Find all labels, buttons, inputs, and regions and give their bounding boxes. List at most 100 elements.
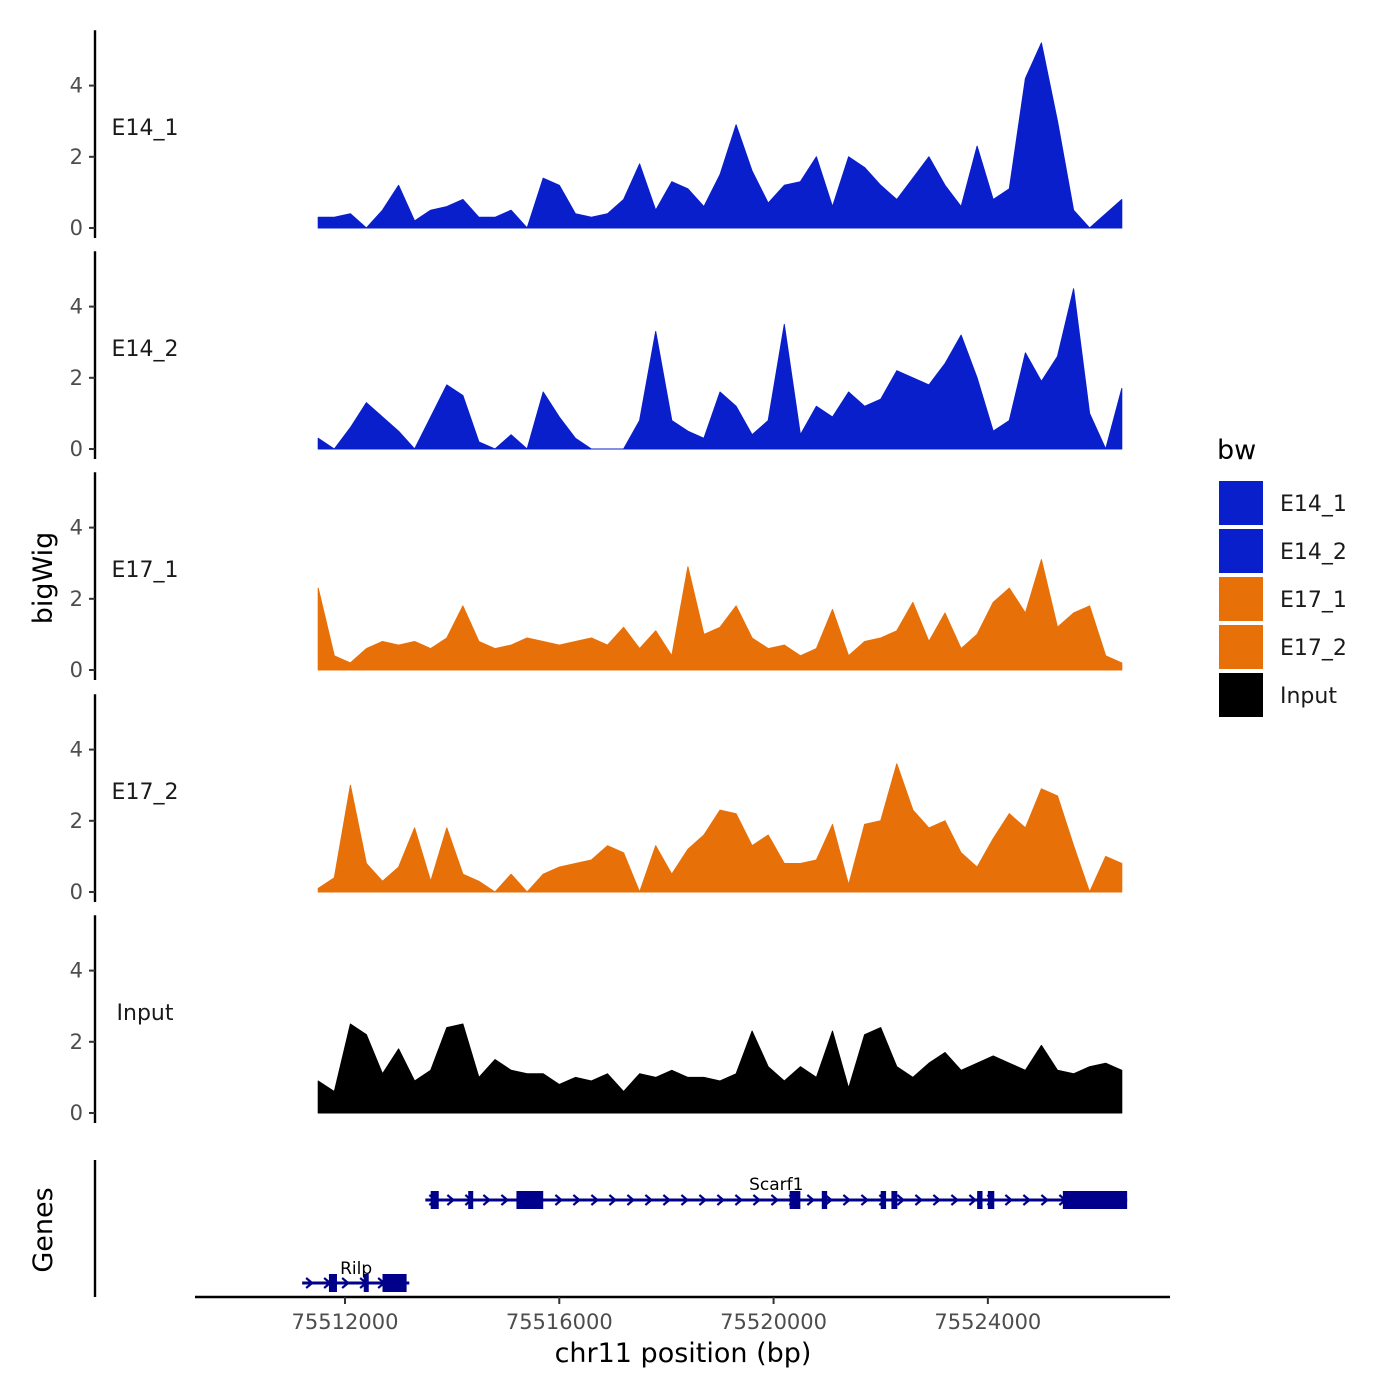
strand-arrow [932,1194,942,1206]
strand-arrow [950,1194,960,1206]
gene-Rilp: Rilp [302,1259,410,1292]
legend-swatch [1219,625,1263,669]
y-tick-label: 4 [70,516,83,540]
legend-item: E17_2 [1219,625,1347,669]
track-label: E14_2 [112,337,179,362]
strand-arrow [896,1194,906,1206]
legend-swatch [1219,577,1263,621]
y-axis-title: bigWig [28,532,59,625]
strand-arrow [608,1194,618,1206]
exon [891,1191,898,1209]
strand-arrow [842,1194,852,1206]
strand-arrow [500,1194,510,1206]
y-tick-label: 0 [70,216,83,240]
track-label: E17_1 [112,558,179,583]
y-tick-label: 2 [70,1030,83,1054]
strand-arrow [305,1277,314,1289]
y-tick-label: 2 [70,366,83,390]
legend-item: E14_1 [1219,481,1347,525]
legend-item: Input [1219,673,1337,717]
legend-swatch [1219,673,1263,717]
strand-arrow [860,1194,870,1206]
x-tick-label: 75516000 [506,1310,613,1334]
y-tick-label: 4 [70,295,83,319]
track-label: E17_2 [112,780,179,805]
legend-label: E14_2 [1280,540,1347,565]
strand-arrow [824,1194,834,1206]
exon [880,1191,887,1209]
gene-label: Rilp [340,1259,372,1279]
exon [977,1191,983,1209]
legend-item: E17_1 [1219,577,1347,621]
strand-arrow [341,1277,350,1289]
track-E14_1: 0 2 4 E14_1 [70,30,1123,240]
strand-arrow [734,1194,744,1206]
strand-arrow [680,1194,690,1206]
exon [430,1191,439,1209]
strand-arrow [1004,1194,1014,1206]
coverage-area [317,763,1123,893]
strand-arrow [914,1194,924,1206]
legend-label: E17_2 [1280,636,1347,661]
strand-arrow [446,1194,456,1206]
exon [821,1191,828,1209]
track-E14_2: 0 2 4 E14_2 [70,251,1123,461]
track-label: E14_1 [112,116,179,141]
x-tick-label: 75520000 [720,1310,827,1334]
legend-label: E17_1 [1280,588,1347,613]
strand-arrow [590,1194,600,1206]
gene-track: Scarf1 Rilp [93,1160,1128,1297]
y-tick-label: 0 [70,880,83,904]
exon [363,1274,369,1292]
strand-arrow [644,1194,654,1206]
legend-swatch [1219,481,1263,525]
coverage-area [317,288,1123,450]
strand-arrow [806,1194,816,1206]
y-tick-label: 0 [70,658,83,682]
track-E17_1: 0 2 4 E17_1 [70,472,1123,682]
y-tick-label: 2 [70,587,83,611]
strand-arrow [662,1194,672,1206]
strand-arrow [482,1194,492,1206]
legend: bw E14_1 E14_2 E17_1 E17_2 Input [1217,435,1347,717]
exon [1062,1191,1128,1209]
exon [382,1274,407,1292]
y-tick-label: 0 [70,1101,83,1125]
legend-title: bw [1217,435,1256,466]
x-axis: 75512000 75516000 75520000 75524000 [195,1295,1170,1334]
exon [987,1191,995,1209]
y-tick-label: 4 [70,959,83,983]
y-tick-label: 2 [70,809,83,833]
x-tick-label: 75524000 [934,1310,1041,1334]
y-tick-label: 0 [70,437,83,461]
strand-arrow [572,1194,582,1206]
track-Input: 0 2 4 Input [70,915,1123,1125]
strand-arrow [1022,1194,1032,1206]
legend-label: Input [1280,684,1337,709]
x-axis-title: chr11 position (bp) [555,1338,812,1369]
exon [468,1191,474,1209]
strand-arrow [554,1194,564,1206]
track-E17_2: 0 2 4 E17_2 [70,694,1123,904]
coverage-area [317,559,1123,671]
strand-arrow [698,1194,708,1206]
y-tick-label: 2 [70,145,83,169]
x-tick-label: 75512000 [292,1310,399,1334]
legend-swatch [1219,529,1263,573]
coverage-area [317,42,1123,229]
legend-item: E14_2 [1219,529,1347,573]
y-tick-label: 4 [70,738,83,762]
strand-arrow [716,1194,726,1206]
coverage-area [317,1023,1123,1114]
exon [789,1191,801,1209]
strand-arrow [752,1194,762,1206]
strand-arrow [626,1194,636,1206]
strand-arrow [770,1194,780,1206]
gene-label: Scarf1 [749,1175,803,1195]
exon [328,1274,337,1292]
gene-Scarf1: Scarf1 [425,1175,1128,1209]
strand-arrow [1040,1194,1050,1206]
exon [516,1191,544,1209]
legend-label: E14_1 [1280,492,1347,517]
